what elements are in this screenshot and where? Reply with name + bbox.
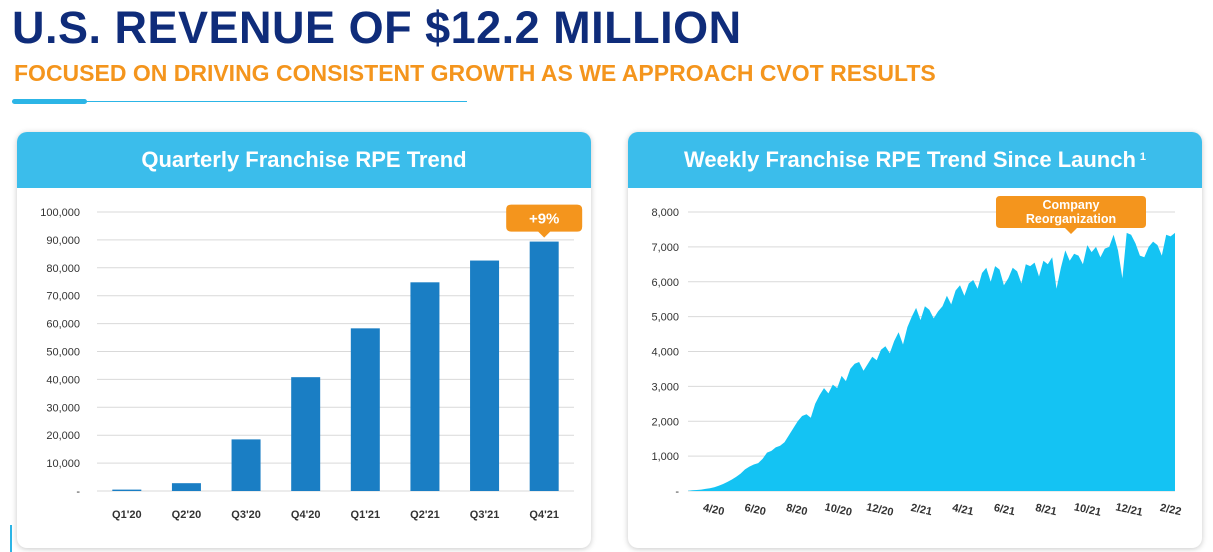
growth-callout (506, 204, 583, 238)
y-tick-label: 20,000 (46, 430, 80, 442)
x-tick-label: 10/21 (1073, 501, 1102, 518)
y-tick-label: 2,000 (651, 416, 679, 428)
x-tick-label: 8/21 (1034, 502, 1057, 518)
y-tick-label: 70,000 (46, 291, 80, 303)
reorganization-callout-text: Reorganization (1026, 212, 1116, 226)
y-tick-label: - (675, 486, 679, 498)
side-accent-mark (10, 525, 12, 552)
bar (350, 328, 380, 491)
y-tick-label: 6,000 (651, 277, 679, 289)
title-underline-accent (12, 99, 87, 104)
x-tick-label: 4/20 (702, 502, 725, 518)
y-tick-label: 1,000 (651, 451, 679, 463)
quarterly-chart-title: Quarterly Franchise RPE Trend (141, 147, 467, 172)
x-tick-label: 12/21 (1114, 501, 1143, 518)
y-tick-label: 5,000 (651, 312, 679, 324)
y-tick-label: 7,000 (651, 242, 679, 254)
quarterly-chart-card: Quarterly Franchise RPE Trend - 10,000 20,… (17, 132, 591, 548)
title-underline (12, 101, 467, 102)
x-tick-label: 2/21 (910, 502, 933, 518)
quarterly-chart-header: Quarterly Franchise RPE Trend (17, 132, 591, 188)
footnote-marker: 1 (1139, 151, 1147, 163)
growth-callout-text: +9% (529, 211, 559, 228)
quarterly-bar-chart: - 10,000 20,000 30,000 40,000 50,000 60,000 70,… (40, 204, 583, 521)
bar (291, 377, 321, 491)
y-tick-label: - (76, 486, 80, 498)
y-tick-label: 80,000 (46, 263, 80, 275)
weekly-area-chart: - 1,000 2,000 3,000 4,000 5,000 6,000 7,000 8,00… (651, 196, 1182, 519)
y-tick-label: 50,000 (46, 347, 80, 359)
bar (171, 483, 201, 491)
y-tick-label: 10,000 (46, 458, 80, 470)
y-tick-label: 60,000 (46, 319, 80, 331)
reorganization-callout (996, 196, 1146, 234)
x-tick-label: Q3'20 (231, 509, 261, 521)
x-tick-label: Q4'20 (291, 509, 321, 521)
weekly-chart-title: Weekly Franchise RPE Trend Since Launch (683, 147, 1136, 172)
x-tick-label: 6/21 (993, 502, 1016, 518)
y-tick-label: 100,000 (40, 207, 80, 219)
x-tick-label: Q4'21 (529, 509, 559, 521)
x-tick-label: 2/22 (1159, 502, 1182, 518)
bar (112, 489, 142, 491)
y-tick-label: 30,000 (46, 402, 80, 414)
x-tick-label: Q3'21 (470, 509, 500, 521)
x-tick-label: Q2'20 (172, 509, 202, 521)
bar (231, 439, 261, 491)
y-tick-label: 8,000 (651, 207, 679, 219)
x-tick-label: 8/20 (785, 502, 808, 518)
x-tick-label: Q1'20 (112, 509, 142, 521)
bar (410, 282, 440, 491)
reorganization-callout-text: Company (1043, 198, 1100, 212)
page-subtitle: FOCUSED ON DRIVING CONSISTENT GROWTH AS … (14, 60, 936, 86)
y-tick-label: 4,000 (651, 347, 679, 359)
x-tick-label: 6/20 (743, 502, 766, 518)
page-title: U.S. REVENUE OF $12.2 MILLION (12, 2, 742, 53)
x-tick-label: Q1'21 (351, 509, 381, 521)
area-series (688, 232, 1175, 491)
y-tick-label: 90,000 (46, 235, 80, 247)
weekly-chart-card: Weekly Franchise RPE Trend Since Launch 1… (628, 132, 1202, 548)
bar (470, 260, 500, 491)
x-tick-label: 12/20 (865, 501, 894, 518)
weekly-chart-header: Weekly Franchise RPE Trend Since Launch 1 (628, 132, 1202, 188)
y-tick-label: 40,000 (46, 374, 80, 386)
y-tick-label: 3,000 (651, 381, 679, 393)
bar (529, 241, 559, 491)
x-tick-label: 10/20 (824, 501, 853, 518)
x-tick-label: Q2'21 (410, 509, 440, 521)
x-tick-label: 4/21 (951, 502, 974, 518)
